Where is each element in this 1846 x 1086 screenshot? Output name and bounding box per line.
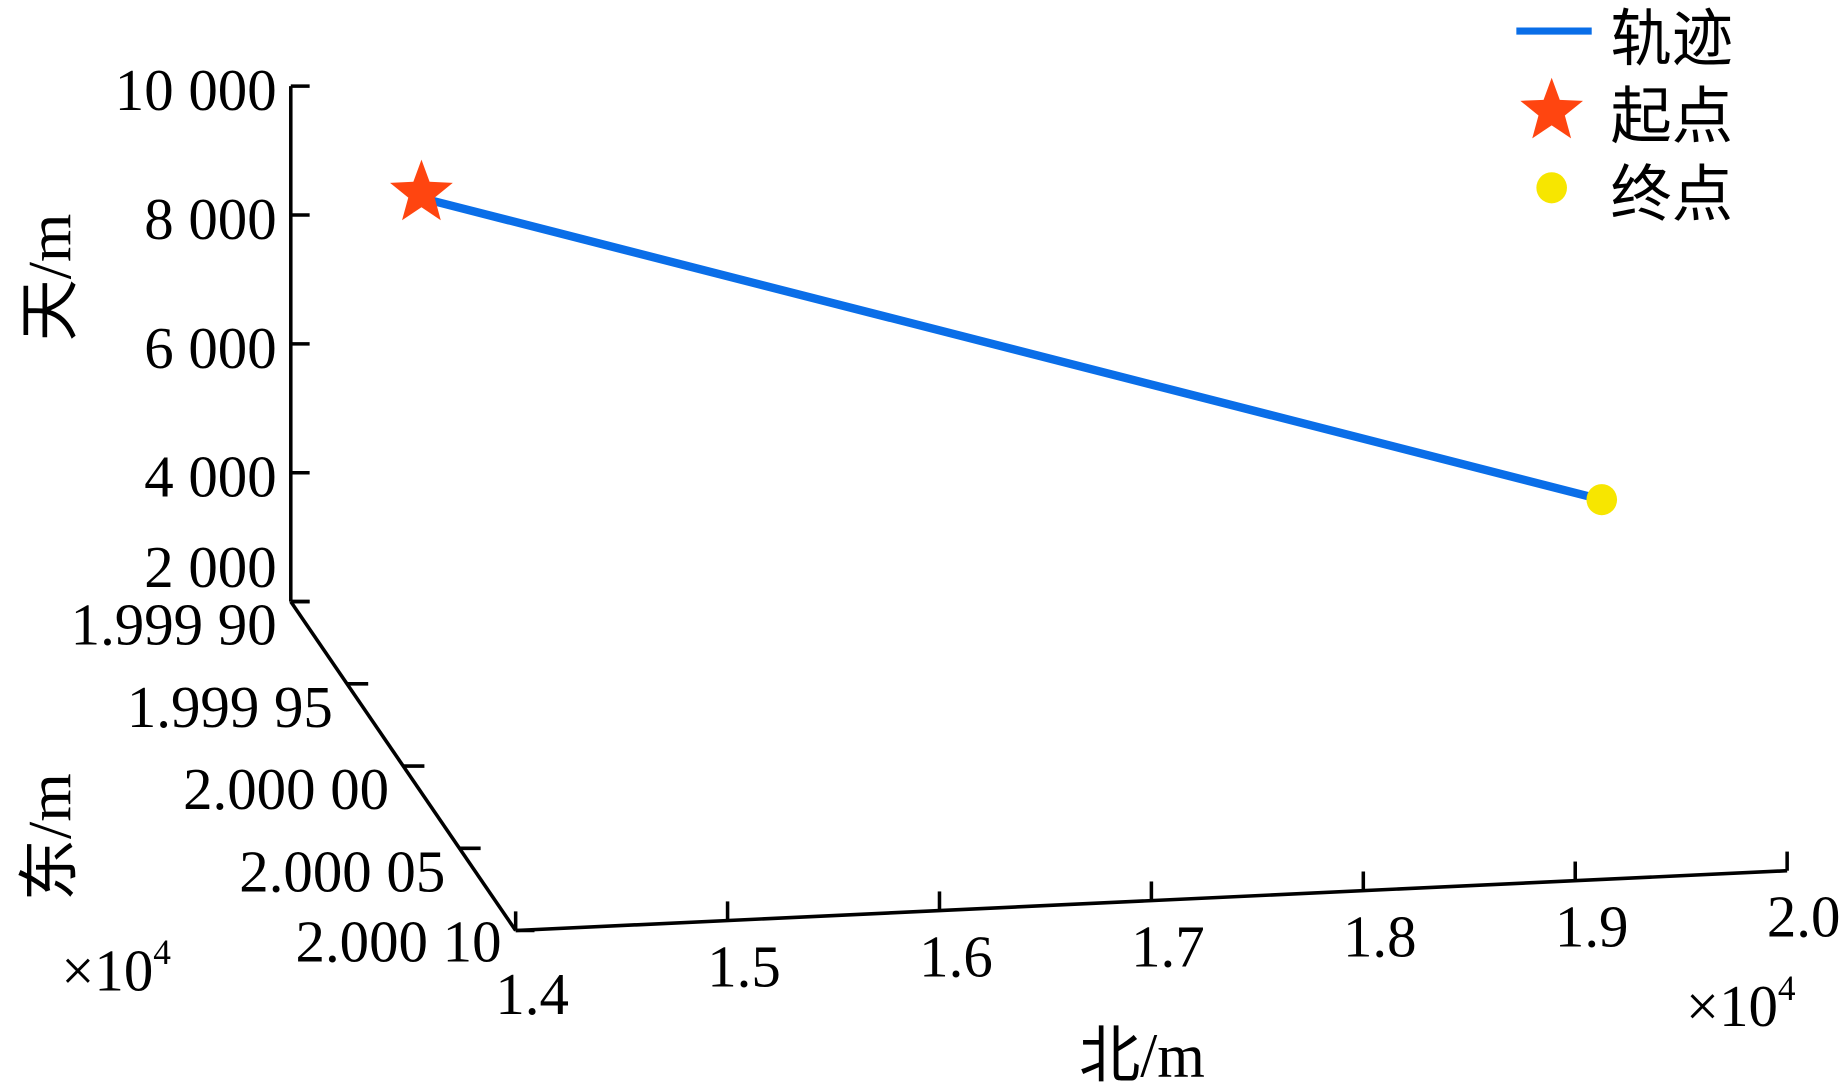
legend-label-end: 终点 <box>1611 161 1733 230</box>
y-tick-label: 2.000 05 <box>239 838 445 905</box>
z-tick-label: 4 000 <box>144 443 276 510</box>
x-tick-label: 1.6 <box>919 923 993 990</box>
z-tick-label: 8 000 <box>144 185 276 252</box>
y-axis-label: 东/m <box>17 773 84 901</box>
y-tick-label: 1.999 95 <box>127 673 333 740</box>
y-tick-label: 1.999 90 <box>71 591 277 658</box>
legend-star-icon <box>1520 77 1583 139</box>
x-axis-label: 北/m <box>1079 1022 1205 1086</box>
axes <box>289 84 1789 933</box>
start-point-star-marker <box>390 159 453 221</box>
legend: 轨迹 起点 终点 <box>1516 5 1733 229</box>
z-tick-label: 6 000 <box>144 314 276 381</box>
legend-circle-icon <box>1536 172 1567 204</box>
trajectory-line <box>420 193 1603 504</box>
x-axis-multiplier: ×104 <box>1686 968 1796 1040</box>
data-marks <box>390 159 1618 516</box>
z-axis-label: 天/m <box>17 214 84 342</box>
z-tick-label: 2 000 <box>144 534 276 601</box>
end-point-circle-marker <box>1586 484 1618 516</box>
y-tick-label: 2.000 10 <box>296 908 502 975</box>
tick-labels: 2 000 4 000 6 000 8 000 10 000 1.999 90 1.999 … <box>71 57 1841 1028</box>
x-tick-label: 1.5 <box>707 933 781 1000</box>
y-tick-label: 2.000 00 <box>183 756 389 823</box>
legend-label-trajectory: 轨迹 <box>1611 5 1733 74</box>
z-tick-label: 10 000 <box>115 57 277 124</box>
y-axis-multiplier: ×104 <box>61 932 171 1004</box>
x-tick-label: 1.4 <box>495 961 569 1028</box>
x-tick-label: 1.9 <box>1555 893 1629 960</box>
x-tick-label: 2.0 <box>1767 883 1841 950</box>
x-tick-label: 1.7 <box>1131 913 1205 980</box>
legend-label-start: 起点 <box>1611 83 1733 152</box>
x-tick-label: 1.8 <box>1343 903 1417 970</box>
